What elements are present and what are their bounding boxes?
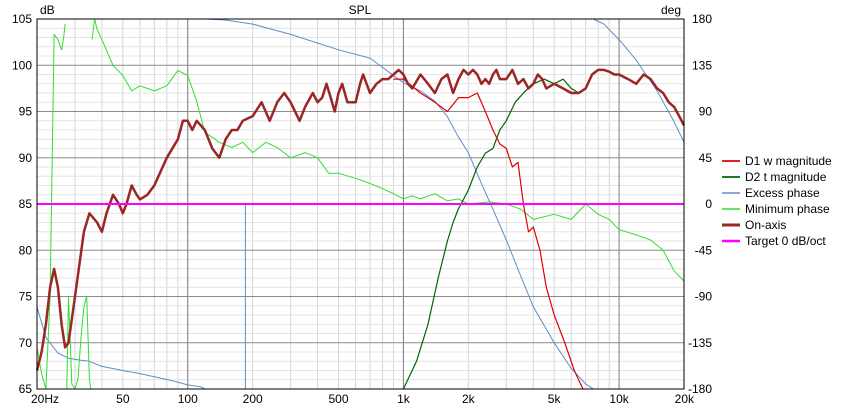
y-right-tick-label: 180 bbox=[692, 12, 712, 26]
legend-label: D2 t magnitude bbox=[745, 170, 827, 184]
legend: D1 w magnitude D2 t magnitude Excess phase… bbox=[722, 154, 832, 248]
legend-label: Target 0 dB/oct bbox=[745, 234, 826, 248]
x-tick-label: 1k bbox=[397, 392, 411, 405]
legend-item-on-axis: On-axis bbox=[722, 218, 786, 232]
tick-labels: 20Hz 50 100 200 500 1k 2k 5k 10k 20k 65 70 75 80 85 90 9… bbox=[12, 12, 712, 405]
y-right-tick-label: 45 bbox=[699, 151, 713, 165]
chart-title: SPL bbox=[349, 3, 372, 17]
x-tick-label: 200 bbox=[243, 392, 263, 405]
y-left-tick-label: 65 bbox=[19, 382, 33, 396]
y-left-tick-label: 70 bbox=[19, 336, 33, 350]
legend-label: On-axis bbox=[745, 218, 786, 232]
legend-label: Minimum phase bbox=[745, 202, 830, 216]
x-tick-label: 500 bbox=[328, 392, 348, 405]
y-right-tick-label: 0 bbox=[705, 197, 712, 211]
legend-item-target-0-db-oct: Target 0 dB/oct bbox=[722, 234, 826, 248]
legend-label: Excess phase bbox=[745, 186, 820, 200]
y-left-tick-label: 95 bbox=[19, 105, 33, 119]
right-axis-unit: deg bbox=[661, 3, 681, 17]
series-minimum-phase bbox=[36, 18, 685, 390]
left-axis-unit: dB bbox=[40, 3, 55, 17]
y-left-tick-label: 100 bbox=[12, 58, 32, 72]
x-tick-label: 10k bbox=[609, 392, 629, 405]
y-left-tick-label: 80 bbox=[19, 243, 33, 257]
x-tick-label: 2k bbox=[462, 392, 476, 405]
y-left-tick-label: 90 bbox=[19, 151, 33, 165]
series-excess-phase bbox=[36, 18, 685, 390]
x-tick-label: 50 bbox=[116, 392, 130, 405]
y-right-tick-label: 90 bbox=[699, 105, 713, 119]
y-right-tick-label: -135 bbox=[688, 336, 712, 350]
y-right-tick-label: 135 bbox=[692, 58, 712, 72]
y-right-tick-label: -45 bbox=[695, 243, 713, 257]
series-layer bbox=[35, 18, 686, 390]
legend-item-d2-t-magnitude: D2 t magnitude bbox=[722, 170, 827, 184]
y-left-tick-label: 75 bbox=[19, 290, 33, 304]
y-right-tick-label: -180 bbox=[688, 382, 712, 396]
x-tick-label: 20Hz bbox=[31, 392, 59, 405]
legend-item-excess-phase: Excess phase bbox=[722, 186, 820, 200]
x-tick-label: 100 bbox=[178, 392, 198, 405]
y-right-tick-label: -90 bbox=[695, 290, 713, 304]
major-grid bbox=[37, 19, 684, 389]
legend-label: D1 w magnitude bbox=[745, 154, 832, 168]
x-tick-label: 5k bbox=[548, 392, 562, 405]
legend-item-minimum-phase: Minimum phase bbox=[722, 202, 830, 216]
legend-item-d1-w-magnitude: D1 w magnitude bbox=[722, 154, 832, 168]
plot-frame bbox=[36, 18, 685, 390]
series-d1-w-magnitude bbox=[393, 78, 584, 390]
y-left-tick-label: 105 bbox=[12, 12, 32, 26]
y-left-tick-label: 85 bbox=[19, 197, 33, 211]
series-on-axis bbox=[35, 68, 686, 371]
x-tick-label: 20k bbox=[675, 392, 695, 405]
